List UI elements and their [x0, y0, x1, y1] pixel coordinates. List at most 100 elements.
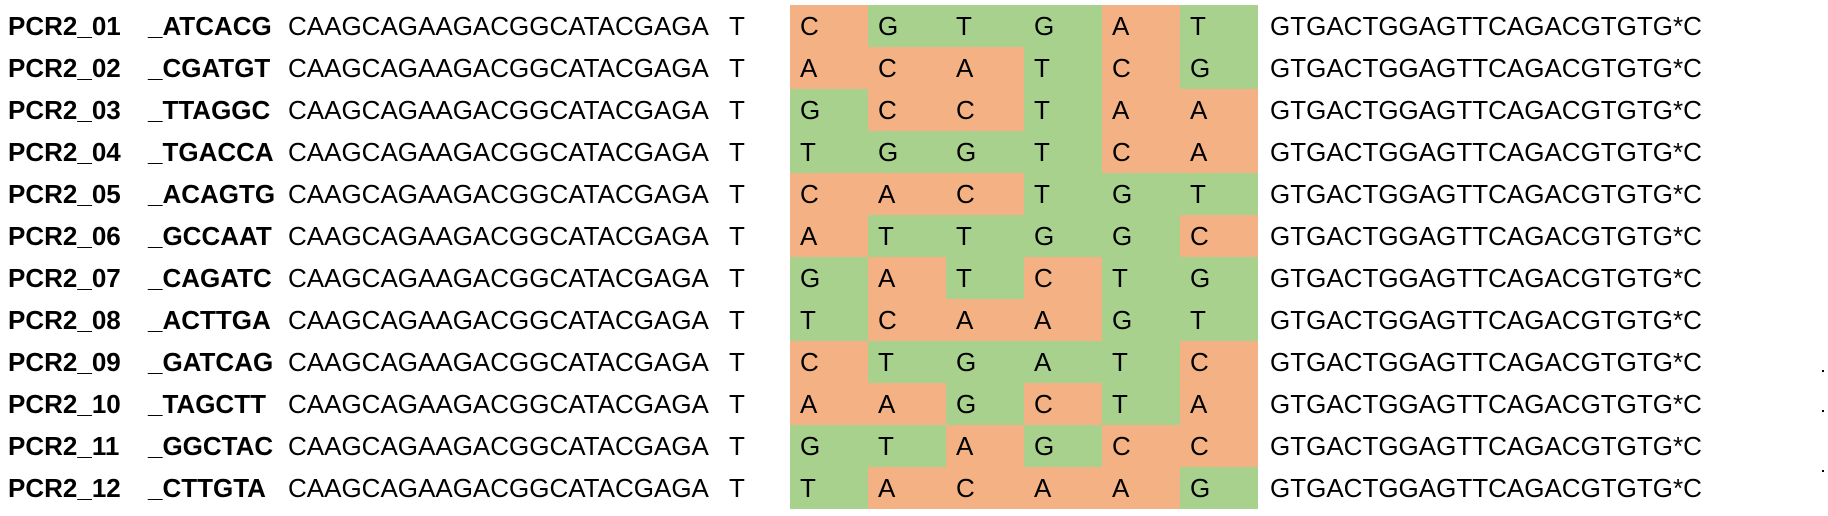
barcode-base-cell: T: [868, 341, 946, 383]
barcode-base-cell: T: [1180, 173, 1258, 215]
barcode-base-cell: C: [946, 467, 1024, 509]
barcode-base-cell: G: [1180, 47, 1258, 89]
sequence-row: PCR2_11 _GGCTAC CAAGCAGAAGACGGCATACGAGA T G T…: [0, 425, 1828, 467]
barcode-base-cell: A: [790, 47, 868, 89]
barcode-base-cell: A: [1024, 467, 1102, 509]
adapter-5prime-sequence: CAAGCAGAAGACGGCATACGAGA: [288, 53, 709, 83]
barcode-base-cell: T: [1102, 383, 1180, 425]
barcode-base-cell: T: [790, 467, 868, 509]
primer-name: PCR2_08: [8, 305, 121, 335]
spacer-base: T: [729, 305, 745, 335]
primer-name: PCR2_03: [8, 95, 121, 125]
barcode-base-cell: G: [1024, 425, 1102, 467]
spacer-base: T: [729, 11, 745, 41]
barcode-base-cell: T: [790, 131, 868, 173]
index-sequence: _GATCAG: [148, 347, 274, 377]
barcode-base-cell: G: [1102, 173, 1180, 215]
barcode-base-cell: G: [868, 131, 946, 173]
barcode-base-cell: T: [1102, 257, 1180, 299]
sequence-row: PCR2_10 _TAGCTT CAAGCAGAAGACGGCATACGAGA T A A…: [0, 383, 1828, 425]
barcode-base-cell: T: [946, 257, 1024, 299]
edge-mark: [1822, 470, 1824, 472]
barcode-base-cell: T: [868, 215, 946, 257]
primer-name: PCR2_12: [8, 473, 121, 503]
adapter-3prime-sequence: GTGACTGGAGTTCAGACGTGTG*C: [1270, 473, 1702, 503]
index-sequence: _GCCAAT: [148, 221, 272, 251]
barcode-base-cell: A: [946, 425, 1024, 467]
adapter-5prime-sequence: CAAGCAGAAGACGGCATACGAGA: [288, 179, 709, 209]
adapter-5prime-sequence: CAAGCAGAAGACGGCATACGAGA: [288, 347, 709, 377]
barcode-base-cell: C: [790, 173, 868, 215]
barcode-base-cell: G: [1102, 215, 1180, 257]
barcode-base-cell: G: [1102, 299, 1180, 341]
barcode-base-cell: C: [1102, 131, 1180, 173]
primer-name: PCR2_06: [8, 221, 121, 251]
barcode-base-cell: C: [1180, 341, 1258, 383]
adapter-5prime-sequence: CAAGCAGAAGACGGCATACGAGA: [288, 221, 709, 251]
adapter-5prime-sequence: CAAGCAGAAGACGGCATACGAGA: [288, 305, 709, 335]
barcode-base-cell: G: [946, 131, 1024, 173]
sequence-row: PCR2_09 _GATCAG CAAGCAGAAGACGGCATACGAGA T C T…: [0, 341, 1828, 383]
barcode-base-cell: A: [1180, 131, 1258, 173]
edge-mark: [1822, 370, 1824, 372]
spacer-base: T: [729, 431, 745, 461]
barcode-base-cell: A: [868, 467, 946, 509]
primer-name: PCR2_07: [8, 263, 121, 293]
adapter-3prime-sequence: GTGACTGGAGTTCAGACGTGTG*C: [1270, 53, 1702, 83]
sequence-row: PCR2_06 _GCCAAT CAAGCAGAAGACGGCATACGAGA T A T…: [0, 215, 1828, 257]
barcode-base-cell: A: [946, 299, 1024, 341]
barcode-base-cell: T: [790, 299, 868, 341]
barcode-base-cell: C: [1102, 47, 1180, 89]
barcode-base-cell: C: [868, 299, 946, 341]
index-sequence: _ACTTGA: [148, 305, 271, 335]
barcode-base-cell: C: [1102, 425, 1180, 467]
spacer-base: T: [729, 95, 745, 125]
spacer-base: T: [729, 179, 745, 209]
spacer-base: T: [729, 263, 745, 293]
spacer-base: T: [729, 473, 745, 503]
barcode-base-cell: T: [1102, 341, 1180, 383]
barcode-base-cell: G: [1024, 5, 1102, 47]
barcode-base-cell: G: [946, 341, 1024, 383]
barcode-base-cell: A: [868, 383, 946, 425]
barcode-base-cell: G: [790, 425, 868, 467]
barcode-base-cell: G: [868, 5, 946, 47]
adapter-3prime-sequence: GTGACTGGAGTTCAGACGTGTG*C: [1270, 137, 1702, 167]
barcode-base-cell: C: [790, 341, 868, 383]
barcode-base-cell: C: [1024, 383, 1102, 425]
adapter-5prime-sequence: CAAGCAGAAGACGGCATACGAGA: [288, 263, 709, 293]
index-sequence: _ATCACG: [148, 11, 272, 41]
barcode-base-cell: A: [1102, 89, 1180, 131]
barcode-base-cell: A: [1024, 341, 1102, 383]
primer-name: PCR2_11: [8, 431, 120, 461]
sequence-row: PCR2_07 _CAGATC CAAGCAGAAGACGGCATACGAGA T G A…: [0, 257, 1828, 299]
adapter-3prime-sequence: GTGACTGGAGTTCAGACGTGTG*C: [1270, 179, 1702, 209]
barcode-base-cell: C: [790, 5, 868, 47]
barcode-base-cell: T: [1180, 5, 1258, 47]
index-sequence: _TGACCA: [148, 137, 274, 167]
sequence-row: PCR2_04 _TGACCA CAAGCAGAAGACGGCATACGAGA T T G…: [0, 131, 1828, 173]
adapter-3prime-sequence: GTGACTGGAGTTCAGACGTGTG*C: [1270, 305, 1702, 335]
barcode-base-cell: A: [1180, 383, 1258, 425]
adapter-5prime-sequence: CAAGCAGAAGACGGCATACGAGA: [288, 431, 709, 461]
index-sequence: _ACAGTG: [148, 179, 276, 209]
adapter-3prime-sequence: GTGACTGGAGTTCAGACGTGTG*C: [1270, 11, 1702, 41]
barcode-base-cell: T: [1024, 173, 1102, 215]
sequence-row: PCR2_01 _ATCACG CAAGCAGAAGACGGCATACGAGA T C G…: [0, 5, 1828, 47]
barcode-base-cell: A: [946, 47, 1024, 89]
spacer-base: T: [729, 53, 745, 83]
barcode-base-cell: G: [1024, 215, 1102, 257]
index-sequence: _CGATGT: [148, 53, 271, 83]
barcode-base-cell: C: [1180, 425, 1258, 467]
sequence-row: PCR2_08 _ACTTGA CAAGCAGAAGACGGCATACGAGA T T C…: [0, 299, 1828, 341]
barcode-base-cell: A: [1102, 467, 1180, 509]
barcode-base-cell: C: [868, 47, 946, 89]
adapter-3prime-sequence: GTGACTGGAGTTCAGACGTGTG*C: [1270, 347, 1702, 377]
barcode-base-cell: C: [1180, 215, 1258, 257]
barcode-base-cell: T: [1024, 131, 1102, 173]
index-sequence: _TAGCTT: [148, 389, 266, 419]
barcode-base-cell: T: [1024, 89, 1102, 131]
barcode-base-cell: T: [868, 425, 946, 467]
index-sequence: _CTTGTA: [148, 473, 266, 503]
sequence-row: PCR2_03 _TTAGGC CAAGCAGAAGACGGCATACGAGA T G C…: [0, 89, 1828, 131]
